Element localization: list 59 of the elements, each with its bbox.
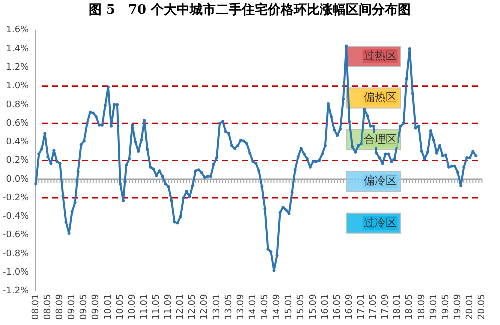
x-tick-label: 09.09 [92, 294, 102, 320]
x-tick-label: 10.09 [128, 294, 138, 320]
x-tick-label: 13.05 [224, 294, 234, 320]
x-tick-label: 18.05 [405, 294, 416, 320]
x-tick-label: 16.05 [332, 294, 343, 320]
x-tick-label: 17.05 [369, 294, 380, 320]
y-tick-label: 1.2% [6, 63, 30, 74]
x-tick-label: 11.05 [152, 294, 162, 320]
y-tick-label: -1.2% [2, 286, 30, 297]
x-tick-label: 14.05 [260, 294, 271, 320]
y-tick-label: -0.2% [2, 193, 30, 204]
x-tick-label: 10.05 [116, 294, 126, 320]
x-tick-label: 13.01 [212, 294, 222, 320]
y-tick-label: -0.8% [2, 249, 30, 260]
x-tick-label: 11.09 [164, 294, 174, 320]
x-tick-label: 14.01 [248, 294, 258, 320]
x-tick-label: 18.09 [417, 294, 428, 320]
annotation: 偏冷区 [364, 174, 397, 188]
x-tick-label: 16.01 [320, 294, 331, 320]
y-tick-label: -0.6% [2, 230, 30, 241]
x-tick-label: 08.09 [56, 294, 66, 320]
y-tick-label: 0.6% [6, 118, 30, 129]
x-tick-label: 15.01 [284, 294, 295, 320]
x-tick-label: 15.09 [308, 294, 319, 320]
y-tick-label: -1.0% [2, 268, 30, 278]
x-tick-label: 13.09 [236, 294, 246, 320]
x-tick-label: 12.05 [188, 294, 198, 320]
y-tick-label: 1.4% [6, 44, 30, 54]
annotation: 过热区 [364, 49, 397, 62]
x-tick-label: 20.05 [478, 294, 488, 320]
x-tick-label: 17.09 [381, 294, 392, 320]
x-tick-label: 10.01 [104, 294, 114, 320]
chart-title: 图 5 70 个大中城市二手住宅价格环比涨幅区间分布图 [88, 2, 412, 20]
x-tick-label: 09.01 [68, 294, 78, 320]
x-tick-label: 19.01 [429, 294, 440, 320]
y-tick-label: 0.4% [6, 138, 30, 148]
y-tick-label: 0.0% [6, 174, 30, 185]
x-tick-label: 17.01 [356, 294, 367, 320]
y-tick-label: 0.8% [6, 100, 30, 110]
y-tick-label: 1.6% [6, 26, 30, 36]
x-tick-label: 19.09 [453, 294, 464, 320]
x-tick-label: 16.09 [344, 294, 355, 320]
x-tick-label: 08.05 [44, 294, 54, 320]
x-tick-label: 08.01 [31, 294, 42, 320]
x-tick-label: 14.09 [272, 294, 283, 320]
x-tick-label: 11.01 [140, 294, 150, 320]
y-tick-label: -0.4% [2, 212, 30, 222]
x-tick-label: 12.01 [176, 294, 186, 320]
x-tick-label: 15.05 [296, 294, 307, 320]
x-tick-label: 12.09 [200, 294, 210, 320]
annotation: 偏热区 [364, 91, 397, 104]
annotation: 过冷区 [364, 216, 397, 230]
x-tick-label: 09.05 [80, 294, 90, 320]
x-tick-label: 19.05 [441, 294, 452, 320]
y-tick-label: 0.2% [6, 156, 30, 166]
x-tick-label: 20.01 [465, 294, 476, 320]
y-tick-label: 1.0% [6, 82, 30, 92]
x-tick-label: 18.01 [393, 294, 404, 320]
annotation: 合理区 [364, 132, 397, 146]
